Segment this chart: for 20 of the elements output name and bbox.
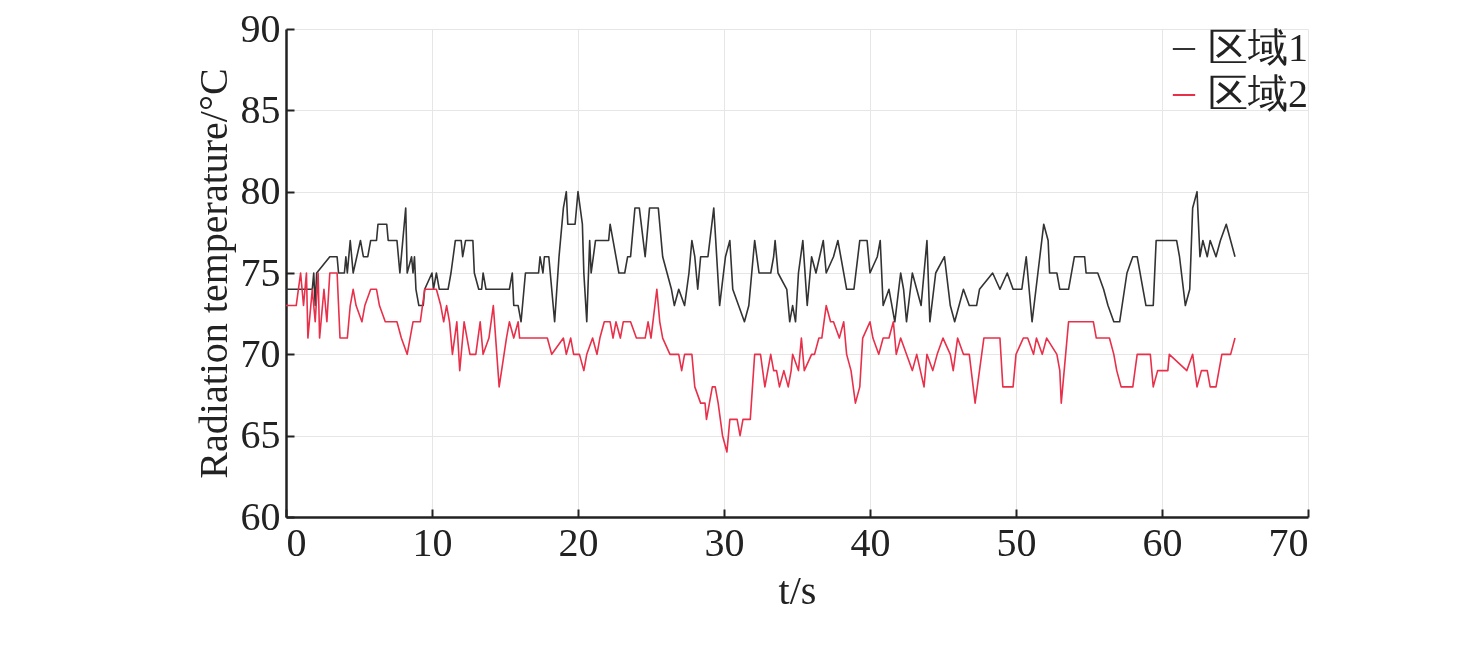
y-tick-label: 90 xyxy=(240,5,281,51)
line-series xyxy=(285,190,1236,323)
y-tick-label: 85 xyxy=(240,86,281,132)
y-tick-label: 65 xyxy=(240,412,281,458)
y-axis-title: Radiation temperature/°C xyxy=(190,68,236,479)
legend-label: 区域1 xyxy=(1208,25,1308,70)
x-tick-label: 20 xyxy=(558,519,599,565)
x-tick-label: 10 xyxy=(412,519,453,565)
y-tick-label: 70 xyxy=(240,330,281,376)
x-tick-label: 70 xyxy=(1268,519,1309,565)
x-tick-label: 40 xyxy=(850,519,891,565)
line-series xyxy=(285,272,1236,453)
y-tick-label: 80 xyxy=(240,168,281,214)
x-tick-label: 0 xyxy=(286,519,307,565)
x-tick-label: 60 xyxy=(1142,519,1183,565)
x-tick-label: 30 xyxy=(704,519,745,565)
y-tick-label: 75 xyxy=(240,249,281,295)
x-axis-title: t/s xyxy=(778,567,817,613)
legend-label: 区域2 xyxy=(1208,71,1308,116)
x-tick-label: 50 xyxy=(996,519,1037,565)
